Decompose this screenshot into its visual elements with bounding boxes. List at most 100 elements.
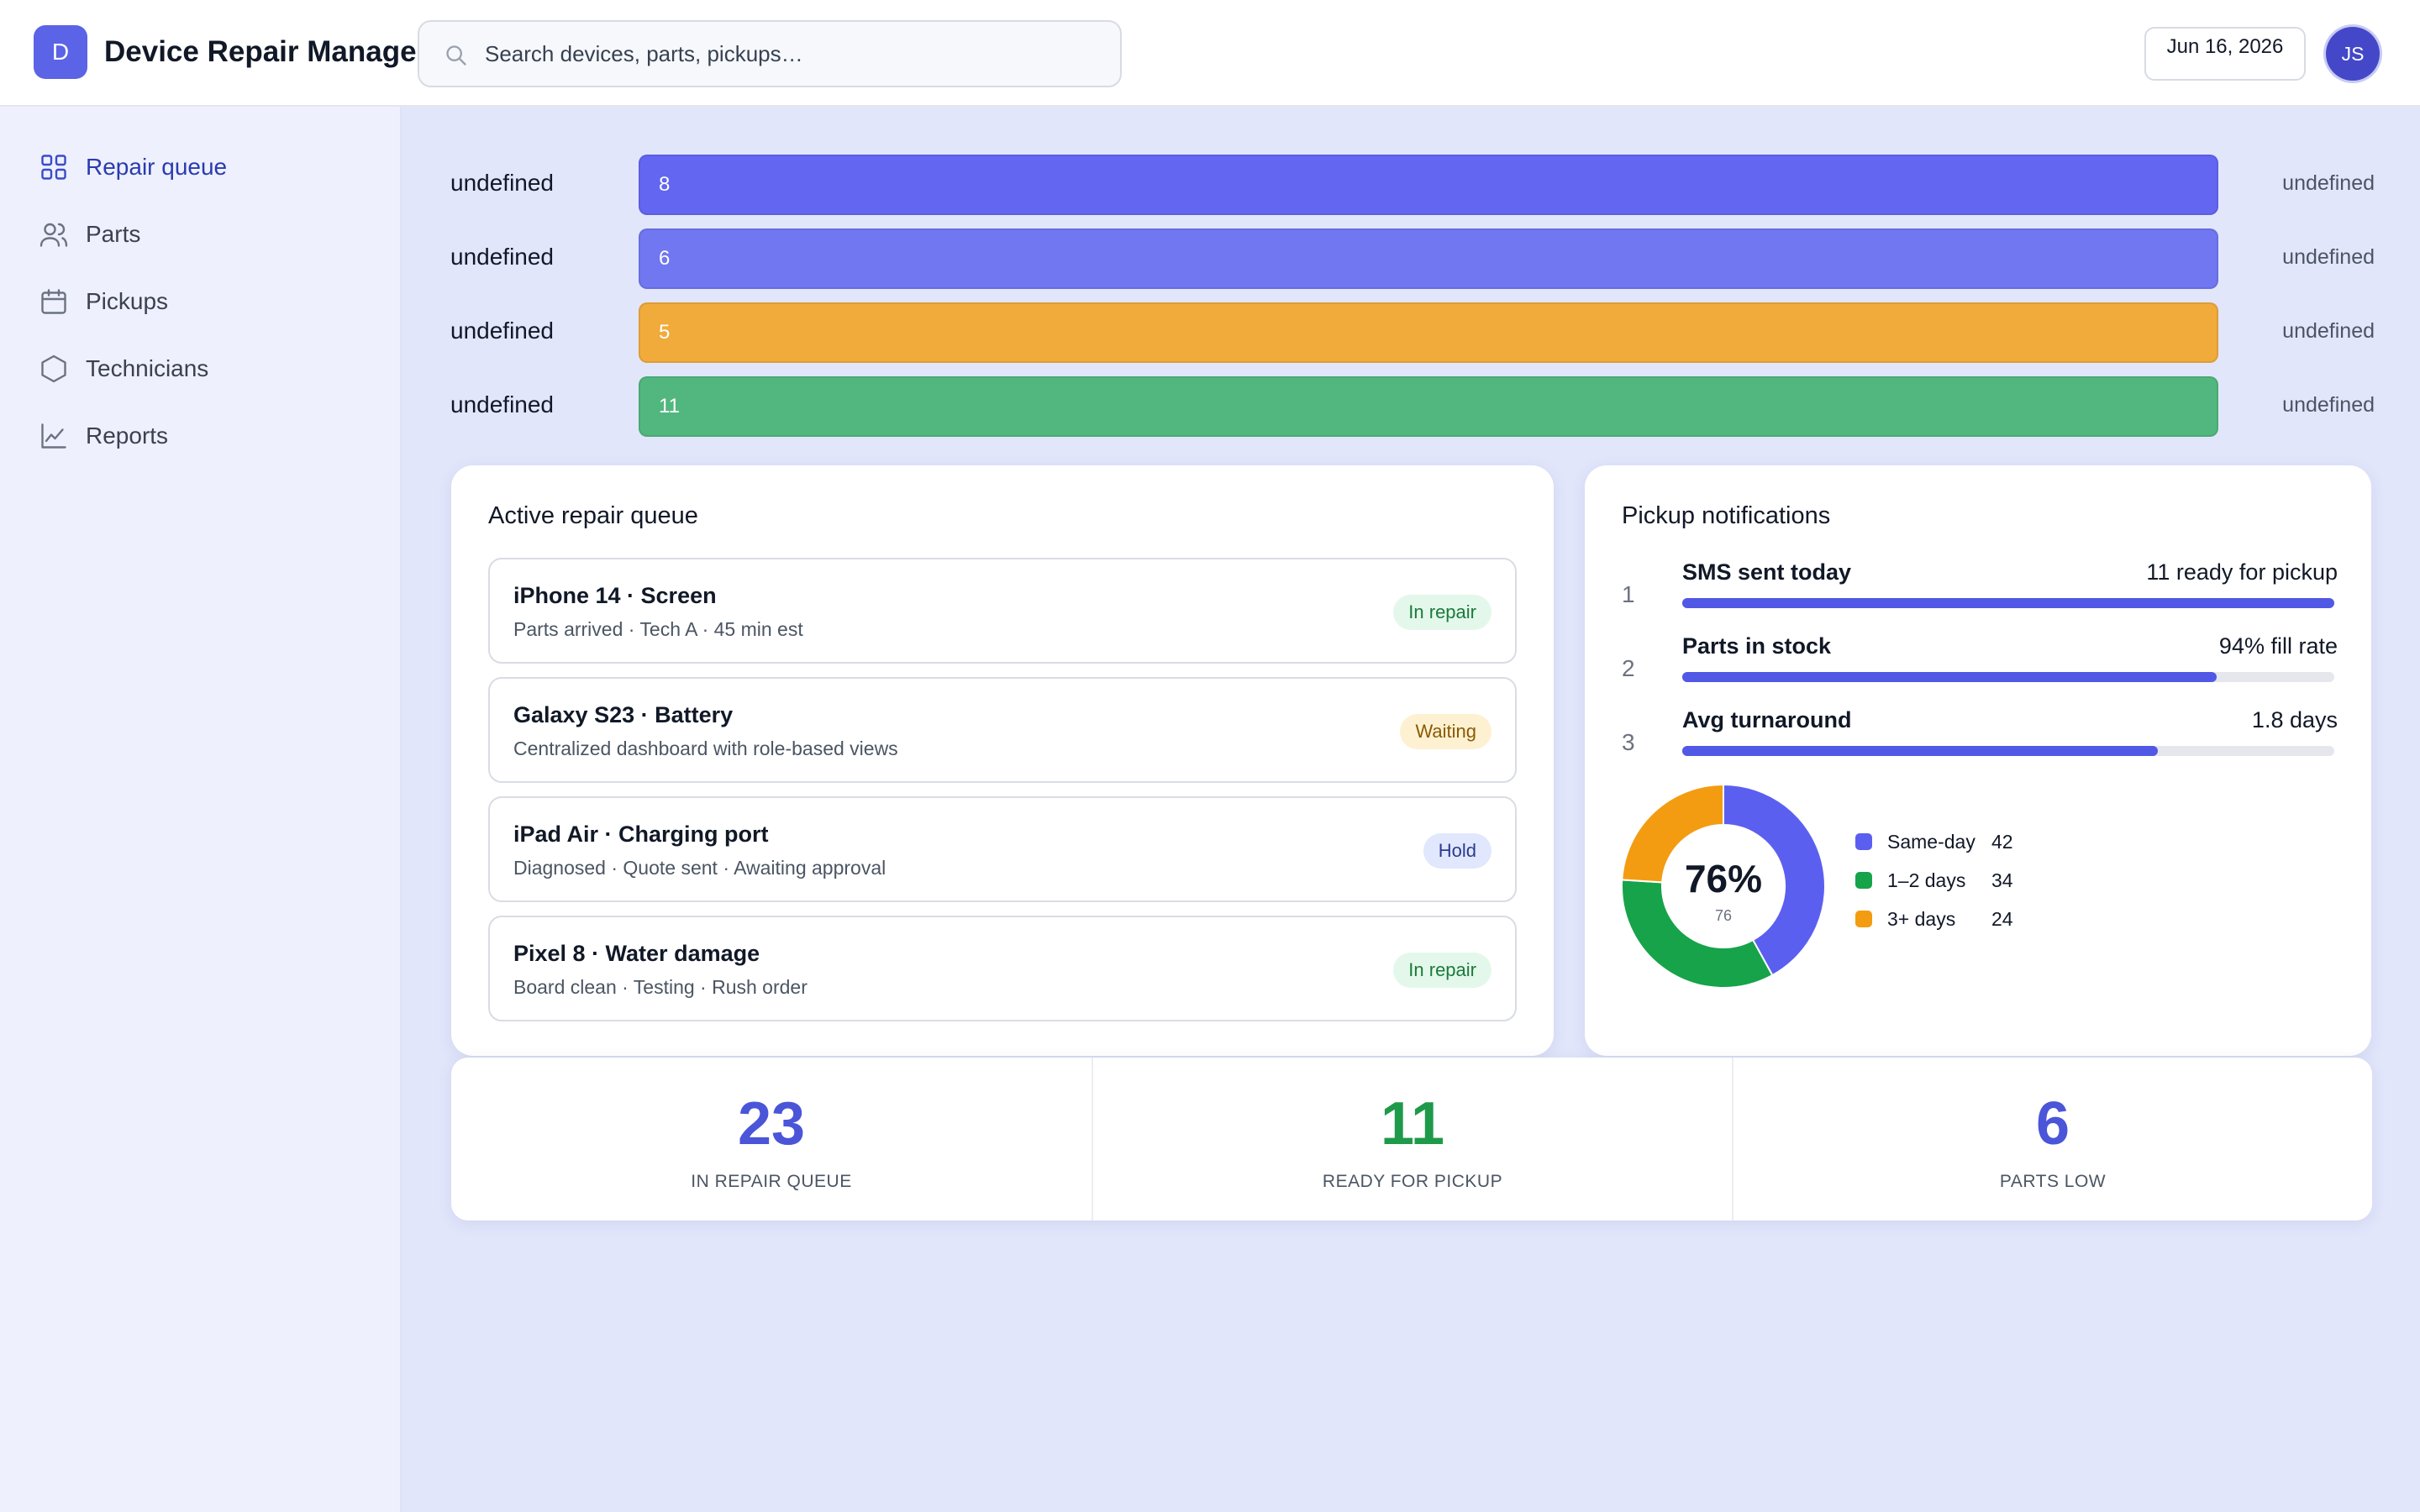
bar-fill[interactable]: 6 bbox=[639, 228, 2218, 289]
donut-segment[interactable] bbox=[1621, 783, 1724, 884]
stat-label: READY FOR PICKUP bbox=[1322, 1172, 1503, 1191]
progress-fill bbox=[1682, 672, 2217, 682]
sidebar-item-repair-queue[interactable]: Repair queue bbox=[39, 145, 375, 189]
queue-item[interactable]: iPhone 14 · Screen Parts arrived · Tech … bbox=[488, 558, 1517, 664]
bar-right-label: undefined bbox=[2282, 171, 2375, 195]
status-badge: In repair bbox=[1393, 595, 1491, 630]
card-title: Active repair queue bbox=[488, 502, 698, 529]
row-value: 94% fill rate bbox=[2218, 633, 2338, 659]
donut-center-value: 76% bbox=[1685, 857, 1762, 900]
donut-segment[interactable] bbox=[1723, 783, 1826, 977]
status-badge: Waiting bbox=[1400, 714, 1491, 749]
queue-item-title: iPad Air · Charging port bbox=[513, 822, 769, 847]
legend-swatch bbox=[1855, 911, 1872, 927]
notification-row[interactable]: 3 Avg turnaround 1.8 days bbox=[1622, 707, 2338, 774]
bar-fill[interactable]: 11 bbox=[639, 376, 2218, 437]
sidebar: Repair queue Parts Pickups Technicians R… bbox=[0, 107, 402, 1512]
queue-item-subtitle: Diagnosed · Quote sent · Awaiting approv… bbox=[513, 857, 886, 879]
progress-track bbox=[1682, 598, 2334, 608]
stat-ready-for-pickup: 11 READY FOR PICKUP bbox=[1092, 1058, 1732, 1221]
stat-parts-low: 6 PARTS LOW bbox=[1732, 1058, 2372, 1221]
legend-label: 1–2 days bbox=[1887, 869, 1966, 891]
progress-fill bbox=[1682, 598, 2334, 608]
pickup-notifications-card: Pickup notifications 1 SMS sent today 11… bbox=[1585, 465, 2371, 1056]
sidebar-item-pickups[interactable]: Pickups bbox=[39, 280, 375, 323]
bar-right-label: undefined bbox=[2282, 245, 2375, 269]
stat-label: PARTS LOW bbox=[1999, 1172, 2107, 1191]
row-number: 3 bbox=[1622, 729, 1635, 755]
queue-item-subtitle: Parts arrived · Tech A · 45 min est bbox=[513, 618, 803, 640]
status-badge: Hold bbox=[1423, 833, 1491, 869]
queue-item[interactable]: Galaxy S23 · Battery Centralized dashboa… bbox=[488, 677, 1517, 783]
search-icon bbox=[446, 45, 466, 66]
legend-label: Same-day bbox=[1887, 830, 1975, 853]
bar-row: undefined 6 undefined bbox=[450, 228, 2375, 289]
bar-value: 6 bbox=[659, 247, 671, 270]
stat-in-repair-queue: 23 IN REPAIR QUEUE bbox=[451, 1058, 1092, 1221]
notification-row[interactable]: 1 SMS sent today 11 ready for pickup bbox=[1622, 559, 2338, 627]
repair-queue-card: Active repair queue iPhone 14 · Screen P… bbox=[451, 465, 1554, 1056]
sidebar-item-label: Pickups bbox=[86, 288, 169, 314]
legend-item: 3+ days 24 bbox=[1855, 904, 2013, 934]
row-value: 11 ready for pickup bbox=[2146, 559, 2338, 585]
queue-item-title: iPhone 14 · Screen bbox=[513, 583, 717, 608]
stat-value: 6 bbox=[2035, 1090, 2070, 1158]
legend-value: 42 bbox=[1991, 830, 2013, 853]
row-number: 1 bbox=[1622, 581, 1635, 607]
bar-label: undefined bbox=[450, 244, 555, 270]
legend-swatch bbox=[1855, 833, 1872, 850]
donut-segment[interactable] bbox=[1621, 879, 1774, 989]
grid-icon bbox=[41, 155, 66, 180]
sidebar-item-label: Repair queue bbox=[86, 154, 228, 180]
bar-label: undefined bbox=[450, 391, 555, 417]
stat-label: IN REPAIR QUEUE bbox=[691, 1172, 852, 1191]
queue-item[interactable]: iPad Air · Charging port Diagnosed · Quo… bbox=[488, 796, 1517, 902]
legend-value: 24 bbox=[1991, 907, 2013, 930]
bar-row: undefined 8 undefined bbox=[450, 155, 2375, 215]
bar-right-label: undefined bbox=[2282, 393, 2375, 417]
stat-value: 11 bbox=[1380, 1090, 1445, 1158]
summary-stats: 23 IN REPAIR QUEUE 11 READY FOR PICKUP 6… bbox=[451, 1058, 2372, 1221]
sidebar-item-technicians[interactable]: Technicians bbox=[39, 347, 375, 391]
queue-item-subtitle: Centralized dashboard with role-based vi… bbox=[513, 738, 898, 759]
sidebar-item-reports[interactable]: Reports bbox=[39, 414, 375, 458]
bar-row: undefined 5 undefined bbox=[450, 302, 2375, 363]
legend-swatch bbox=[1855, 872, 1872, 889]
row-value: 1.8 days bbox=[2251, 707, 2338, 732]
queue-item-subtitle: Board clean · Testing · Rush order bbox=[513, 976, 808, 998]
turnaround-donut-chart: 76% 76 bbox=[1621, 783, 1826, 989]
stat-value: 23 bbox=[737, 1090, 806, 1158]
bar-value: 8 bbox=[659, 173, 671, 196]
users-icon bbox=[39, 223, 68, 247]
search-input[interactable] bbox=[483, 22, 1105, 86]
calendar-icon bbox=[41, 289, 66, 314]
queue-item-title: Pixel 8 · Water damage bbox=[513, 941, 760, 966]
bar-fill[interactable]: 8 bbox=[639, 155, 2218, 215]
legend-item: Same-day 42 bbox=[1855, 827, 2013, 857]
bar-right-label: undefined bbox=[2282, 319, 2375, 343]
donut-center-subvalue: 76 bbox=[1715, 907, 1732, 924]
line-chart-icon bbox=[41, 423, 66, 449]
progress-track bbox=[1682, 672, 2334, 682]
date-picker-button[interactable]: Jun 16, 2026 bbox=[2144, 27, 2306, 81]
notification-row[interactable]: 2 Parts in stock 94% fill rate bbox=[1622, 633, 2338, 701]
app-title: Device Repair Manager bbox=[104, 35, 429, 68]
status-badge: In repair bbox=[1393, 953, 1491, 988]
sidebar-item-label: Reports bbox=[86, 423, 169, 449]
row-number: 2 bbox=[1622, 655, 1635, 681]
row-label: SMS sent today bbox=[1682, 559, 1852, 585]
queue-item[interactable]: Pixel 8 · Water damage Board clean · Tes… bbox=[488, 916, 1517, 1021]
hexagon-icon bbox=[41, 354, 66, 383]
progress-fill bbox=[1682, 746, 2159, 756]
bar-fill[interactable]: 5 bbox=[639, 302, 2218, 363]
search-box[interactable] bbox=[418, 20, 1122, 87]
bar-row: undefined 11 undefined bbox=[450, 376, 2375, 437]
legend-label: 3+ days bbox=[1887, 907, 1956, 930]
legend-item: 1–2 days 34 bbox=[1855, 865, 2013, 895]
row-label: Parts in stock bbox=[1682, 633, 1832, 659]
sidebar-item-parts[interactable]: Parts bbox=[39, 213, 375, 256]
bar-value: 11 bbox=[659, 395, 680, 417]
sidebar-item-label: Parts bbox=[86, 221, 141, 247]
app-logo[interactable]: D bbox=[34, 25, 87, 79]
user-avatar[interactable]: JS bbox=[2326, 27, 2380, 81]
